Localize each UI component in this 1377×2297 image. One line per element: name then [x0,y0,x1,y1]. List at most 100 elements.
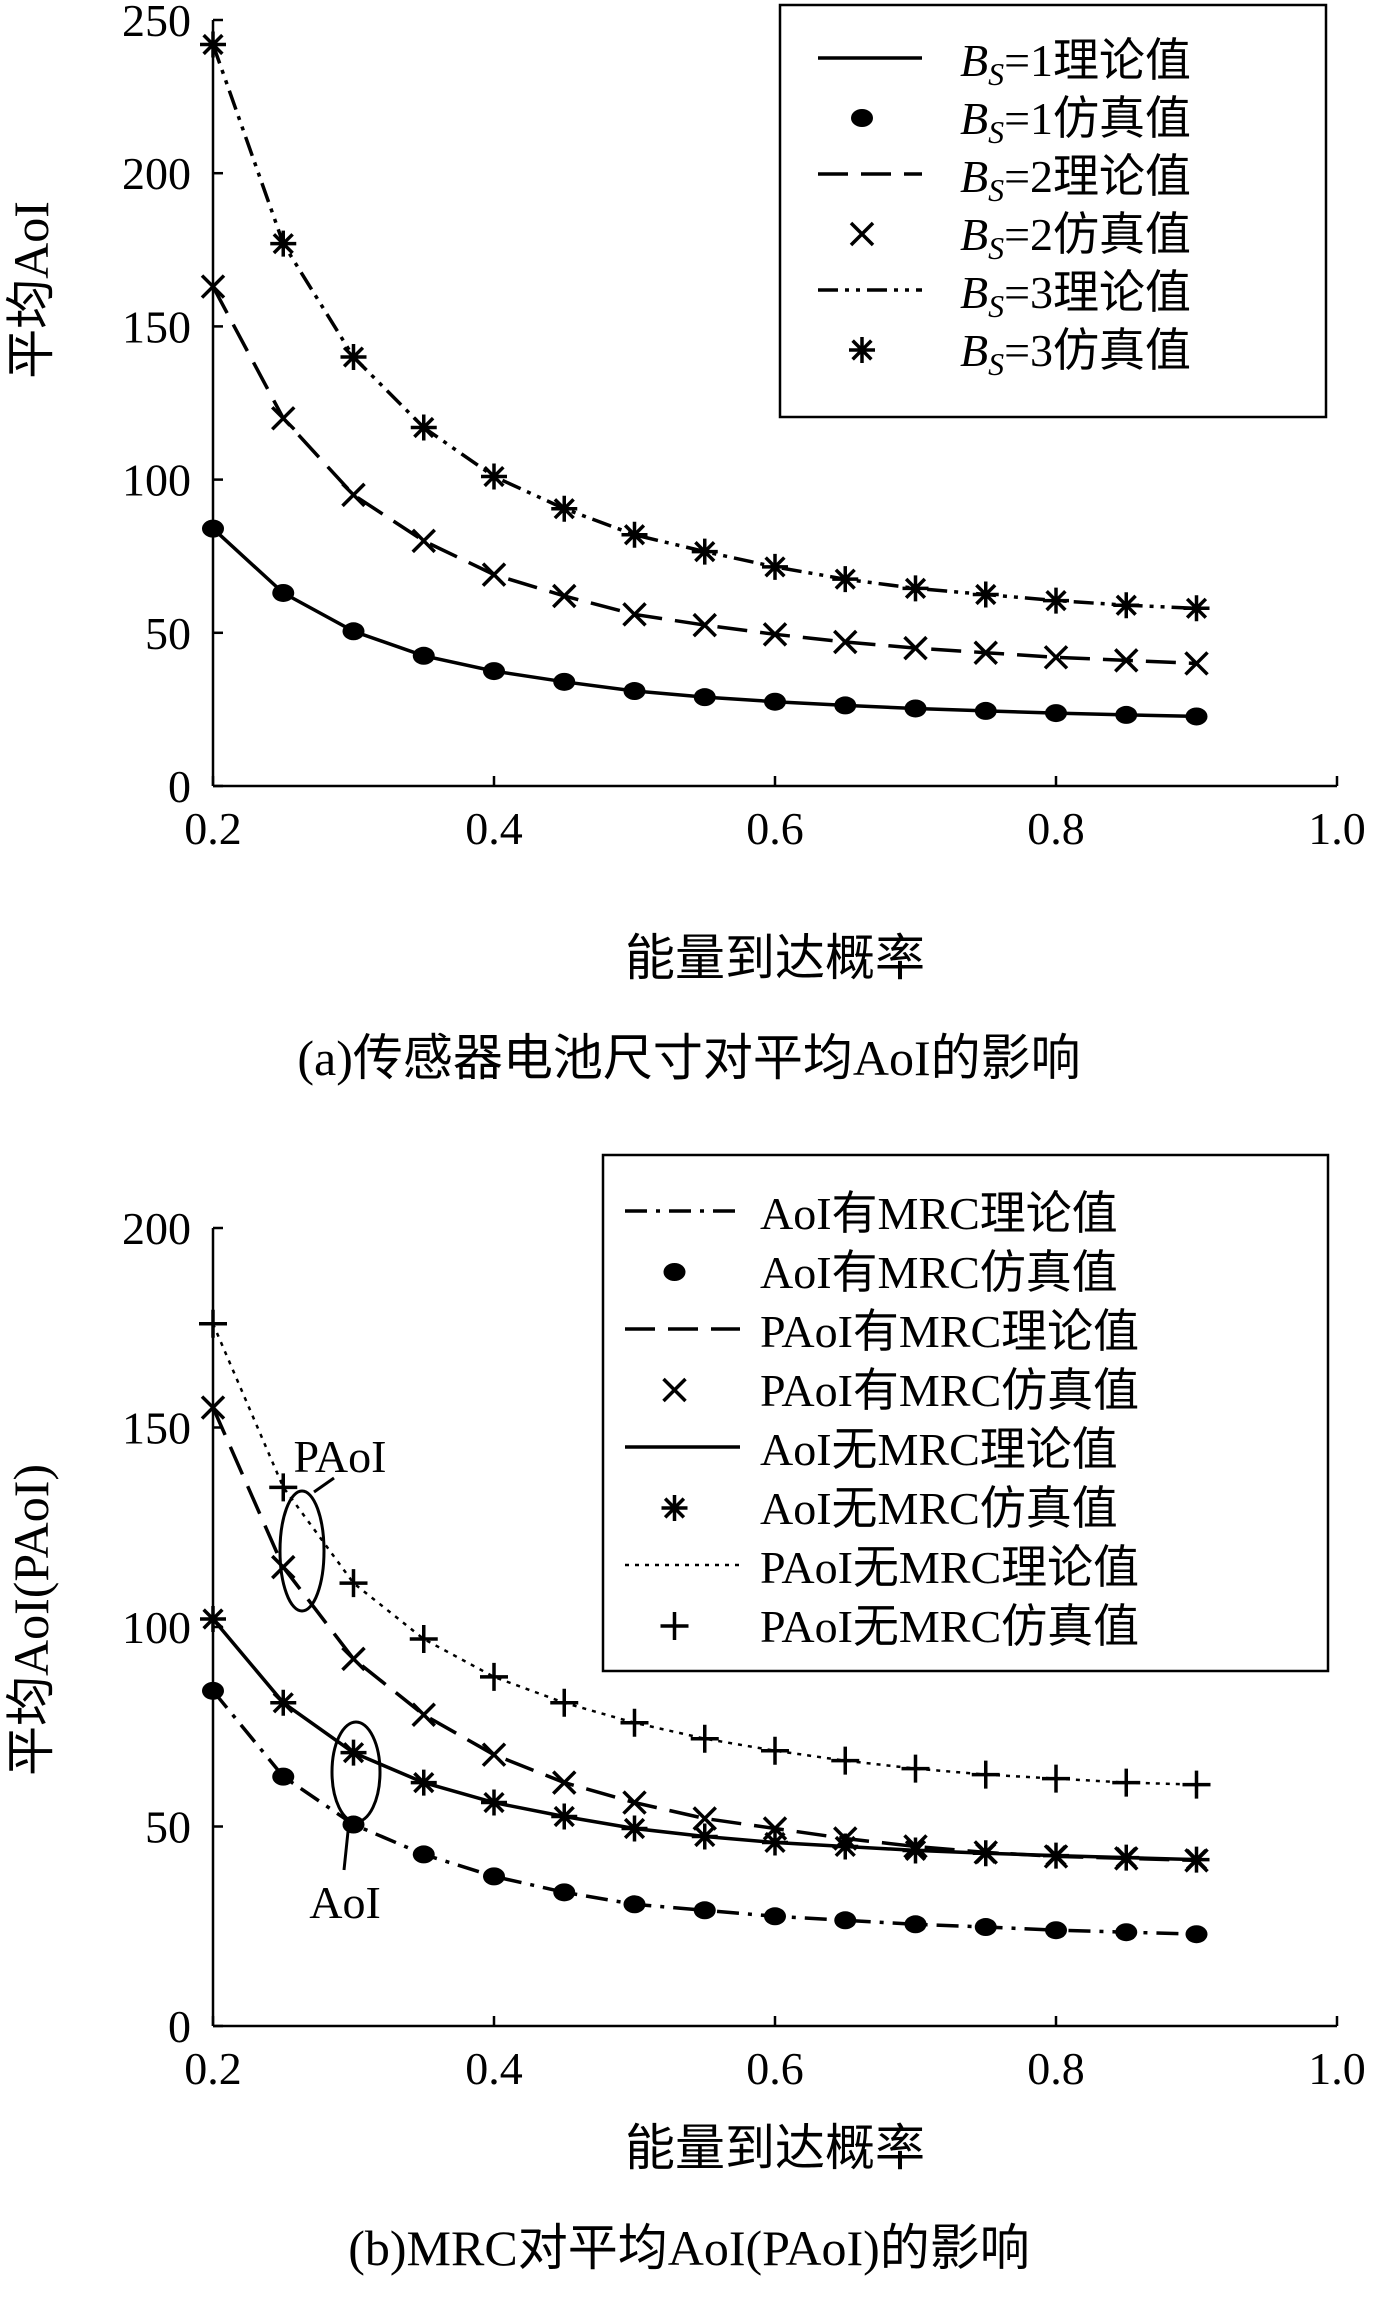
data-point [833,629,858,655]
data-point [693,1901,716,1920]
data-point [271,1554,296,1580]
y-tick-label: 0 [168,2001,191,2052]
legend: AoI有MRC理论值 AoI有MRC仿真值 PAoI有MRC理论值 PAoI有MRC仿… [601,1153,1330,1673]
series-line [211,285,1197,666]
legend-entry: AoI无MRC仿真值 [661,1483,1118,1534]
legend-label-symbol: B [960,209,988,260]
legend-marker-sample [849,337,875,363]
legend-label: BS=3仿真值 [960,325,1191,382]
legend-entry: PAoI无MRC仿真值 [660,1601,1139,1652]
legend: BS=1理论值BS=1仿真值BS=2理论值BS=2仿真值BS=3理论值BS=3仿… [778,3,1328,419]
data-point [1183,1846,1210,1873]
data-point [552,583,577,609]
legend-entry: AoI有MRC仿真值 [663,1247,1118,1298]
series-2 [202,1681,1208,1944]
legend-entry: AoI无MRC理论值 [625,1424,1118,1475]
y-tick-label: 200 [122,1203,191,1254]
data-point [202,1681,224,1700]
data-point [550,1688,579,1717]
data-point [904,699,927,718]
data-point [1045,1921,1067,1940]
series-2 [202,519,1208,726]
x-tick-label: 0.4 [465,803,523,854]
data-point [622,602,647,627]
data-point [1045,704,1067,723]
annotation-paoi-ellipse [278,1489,326,1613]
data-point [623,682,646,701]
legend-label: AoI有MRC仿真值 [760,1247,1118,1298]
annotation-aoi-leader [342,1821,351,1871]
series-8 [199,1309,1211,1799]
data-point [764,692,786,711]
data-point [270,230,297,257]
data-point [693,688,716,707]
x-tick-label: 0.4 [465,2043,523,2094]
legend-label: BS=2理论值 [960,151,1191,208]
legend-label-subscript: S [988,288,1004,324]
data-point [623,1895,646,1914]
data-point [483,662,505,681]
legend-marker-sample [661,1495,688,1521]
legend-label: AoI无MRC仿真值 [760,1483,1118,1534]
data-point [1043,645,1069,670]
data-point [200,31,226,58]
legend-label-text: =1理论值 [1004,35,1191,86]
y-tick-label: 50 [145,1802,191,1853]
data-point [409,1624,438,1653]
legend-label-symbol: B [960,151,988,202]
data-point [339,1569,368,1598]
x-axis-label: 能量到达概率 [625,2120,925,2176]
series-3 [211,285,1197,666]
data-point [481,562,507,587]
data-point [480,1662,508,1691]
data-point [269,1473,298,1502]
y-axis-label: 平均AoI(PAoI) [3,1464,59,1776]
data-point [1042,1764,1070,1793]
data-point [691,1823,718,1850]
annotations: PAoI AoI [278,1431,387,1928]
x-axis-label: 能量到达概率 [625,930,925,986]
data-point [342,622,365,641]
y-tick-label: 100 [122,455,191,506]
data-point [553,672,576,691]
data-point [1183,595,1210,622]
data-point [483,1867,505,1886]
data-point [410,1769,437,1796]
legend-entry: PAoI有MRC理论值 [625,1306,1139,1357]
legend-label-symbol: B [960,93,988,144]
data-point [692,612,717,638]
legend-marker-sample [851,109,873,127]
legend-label-text: =3仿真值 [1004,325,1191,376]
data-point [972,1840,999,1867]
legend-label: BS=3理论值 [960,267,1191,324]
legend-entry: BS=3理论值 [818,267,1191,324]
data-point [411,1702,436,1728]
data-point [620,1708,649,1737]
data-point [552,1770,577,1795]
legend-label: AoI无MRC理论值 [760,1424,1118,1475]
chart-b: 0.2 0.4 0.6 0.8 1.0 0 50 100 150 200 能量到达概率 平均AoI(P… [3,1153,1366,2276]
data-point [341,482,366,508]
annotation-paoi: PAoI [294,1431,387,1482]
data-point [764,1907,786,1926]
data-point [1112,1768,1141,1797]
data-point [411,528,436,554]
legend-label-subscript: S [988,172,1004,208]
data-point [901,1754,930,1783]
data-point [834,696,857,715]
data-point [272,583,295,602]
data-point [412,646,435,665]
legend-label-symbol: B [960,267,988,318]
data-point [1113,1844,1140,1871]
data-point [834,1911,857,1930]
legend-label: BS=2仿真值 [960,209,1191,266]
data-point [621,521,648,548]
legend-entry: BS=2仿真值 [849,209,1191,266]
series-4 [200,274,1209,676]
data-point [1115,1923,1138,1942]
data-point [904,1915,927,1934]
data-point [481,1742,507,1767]
data-point [1185,707,1208,726]
annotation-paoi-leader [313,1476,335,1494]
data-point [691,538,718,565]
